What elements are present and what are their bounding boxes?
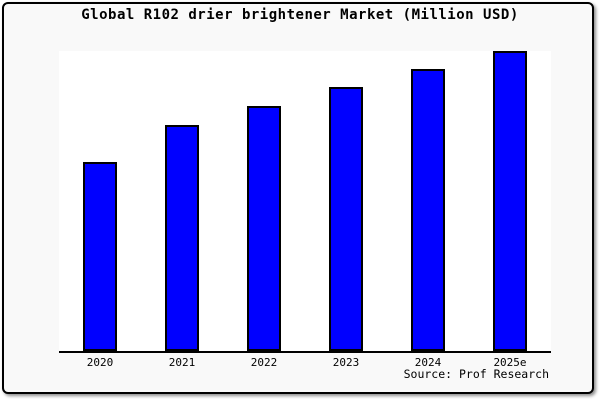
chart-bar: [247, 105, 281, 351]
source-note: Source: Prof Research: [403, 367, 549, 381]
x-tick-label: 2023: [332, 356, 360, 369]
chart-bar: [493, 51, 527, 351]
chart-bar: [329, 87, 363, 351]
bar-slot: [305, 51, 387, 351]
x-tick-label: 2025e: [493, 356, 527, 369]
bar-slot: [387, 51, 469, 351]
chart-bar: [165, 125, 199, 351]
chart-title: Global R102 drier brightener Market (Mil…: [81, 7, 519, 23]
chart-bar: [83, 162, 117, 351]
x-axis-labels: 2020 2021 2022 2023 2024 2025e: [59, 356, 551, 369]
bar-slot: [59, 51, 141, 351]
bar-slot: [469, 51, 551, 351]
x-tick-label: 2020: [86, 356, 114, 369]
plot-area: [59, 51, 551, 353]
x-tick-label: 2024: [414, 356, 442, 369]
x-tick-label: 2021: [168, 356, 196, 369]
bar-slot: [141, 51, 223, 351]
chart-bar: [411, 69, 445, 351]
bar-slot: [223, 51, 305, 351]
x-tick-label: 2022: [250, 356, 278, 369]
